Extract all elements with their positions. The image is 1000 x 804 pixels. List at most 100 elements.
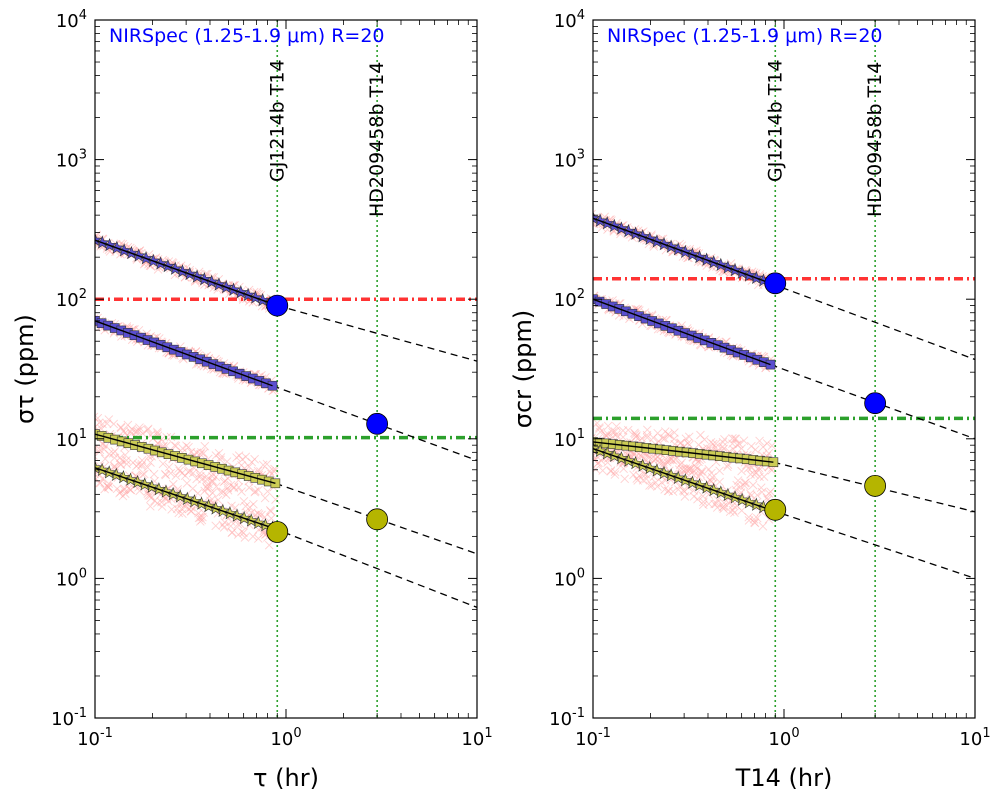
benchmark-point bbox=[864, 474, 887, 497]
fit-line bbox=[95, 239, 278, 307]
scatter-cross bbox=[647, 481, 657, 490]
scatter-cross bbox=[610, 467, 620, 477]
scatter-cross bbox=[149, 469, 159, 479]
scatter-cross bbox=[618, 432, 628, 442]
scatter-cross bbox=[759, 472, 769, 481]
scatter-cross bbox=[737, 444, 746, 453]
scatter-cross bbox=[262, 459, 272, 469]
scatter-cross bbox=[248, 532, 258, 541]
scatter-cross bbox=[686, 464, 695, 473]
scatter-cross bbox=[198, 512, 207, 522]
y-axis-label: στ (ppm) bbox=[11, 314, 39, 424]
scatter-cross bbox=[263, 487, 272, 496]
scatter-cross bbox=[630, 430, 640, 439]
scatter-cross bbox=[195, 469, 205, 478]
scatter-cross bbox=[746, 470, 755, 479]
panel-title: NIRSpec (1.25-1.9 μm) R=20 bbox=[607, 25, 883, 47]
scatter-cross bbox=[700, 435, 709, 444]
scatter-cross bbox=[762, 439, 772, 448]
scatter-cross bbox=[251, 486, 260, 496]
vline-label: HD209458b T14 bbox=[864, 62, 886, 217]
scatter-cross bbox=[603, 429, 613, 439]
scatter-cross bbox=[95, 230, 101, 240]
x-tick-label: 10-1 bbox=[77, 726, 113, 750]
scatter-cross bbox=[152, 427, 162, 437]
scatter-cross bbox=[696, 467, 706, 476]
scatter-cross bbox=[719, 502, 729, 511]
scatter-cross bbox=[171, 471, 181, 480]
scatter-cross bbox=[133, 426, 142, 436]
scatter-cross bbox=[710, 499, 719, 509]
scatter-cross bbox=[164, 462, 174, 472]
y-axis-label: σcr (ppm) bbox=[509, 310, 537, 428]
vline-label: GJ1214b T14 bbox=[266, 59, 288, 182]
scatter-cross bbox=[168, 479, 178, 489]
scatter-cross bbox=[634, 471, 644, 481]
scatter-cross bbox=[120, 484, 130, 494]
scatter-cross bbox=[264, 540, 274, 550]
scatter-cross bbox=[645, 481, 654, 490]
fit-line bbox=[593, 441, 774, 463]
star-marker bbox=[593, 441, 600, 455]
x-tick-label: 100 bbox=[768, 726, 799, 750]
scatter-cross bbox=[138, 470, 148, 480]
scatter-cross bbox=[665, 431, 675, 440]
scatter-cross bbox=[752, 490, 762, 500]
scatter-cross bbox=[750, 518, 760, 528]
scatter-cross bbox=[109, 419, 119, 429]
scatter-cross bbox=[711, 439, 721, 448]
scatter-cross bbox=[766, 487, 775, 497]
scatter-cross bbox=[745, 489, 755, 499]
scatter-cross bbox=[95, 451, 98, 460]
fit-line bbox=[95, 320, 273, 387]
scatter-cross bbox=[205, 483, 214, 492]
scatter-cross bbox=[161, 470, 171, 480]
y-tick-label: 102 bbox=[554, 287, 585, 311]
scatter-cross bbox=[254, 485, 263, 495]
panel-title: NIRSpec (1.25-1.9 μm) R=20 bbox=[109, 25, 385, 47]
scatter-cross bbox=[266, 514, 276, 523]
extrapolation-line bbox=[272, 527, 477, 608]
scatter-cross bbox=[689, 492, 699, 501]
scatter-cross bbox=[98, 474, 107, 484]
extrapolation-line bbox=[770, 282, 975, 361]
scatter-cross bbox=[755, 472, 764, 482]
scatter-cross bbox=[670, 428, 679, 437]
scatter-cross bbox=[747, 463, 757, 472]
scatter-cross bbox=[704, 464, 714, 474]
scatter-cross bbox=[127, 424, 137, 434]
right-panel: 10-1 100 101 10-1 100 101 102 103 104 NIRSpec (1.… bbox=[509, 8, 991, 792]
scatter-cross bbox=[767, 441, 777, 451]
scatter-cross bbox=[757, 487, 767, 497]
scatter-cross bbox=[752, 513, 762, 523]
scatter-cross bbox=[166, 432, 176, 442]
scatter-cross bbox=[651, 454, 661, 464]
scatter-cross bbox=[216, 487, 226, 497]
scatter-cross bbox=[140, 469, 149, 479]
scatter-cross bbox=[696, 469, 705, 479]
scatter-cross bbox=[109, 462, 119, 471]
scatter-cross bbox=[178, 443, 187, 453]
scatter-cross bbox=[170, 441, 179, 450]
x-axis-label: T14 (hr) bbox=[735, 764, 833, 792]
scatter-cross bbox=[120, 450, 130, 460]
scatter-cross bbox=[620, 474, 630, 484]
scatter-cross bbox=[755, 436, 764, 446]
scatter-cross bbox=[200, 441, 210, 451]
scatter-cross bbox=[240, 533, 250, 542]
fit-line bbox=[593, 217, 771, 284]
scatter-cross bbox=[250, 454, 259, 464]
scatter-cross bbox=[610, 427, 620, 436]
x-axis-label: τ (hr) bbox=[253, 764, 319, 792]
scatter-cross bbox=[266, 507, 276, 516]
scatter-cross bbox=[232, 453, 241, 462]
scatter-cross bbox=[175, 466, 184, 476]
scatter-cross bbox=[598, 466, 608, 475]
scatter-cross bbox=[110, 447, 120, 456]
scatter-cross bbox=[199, 448, 208, 458]
scatter-cross bbox=[104, 483, 113, 492]
scatter-cross bbox=[254, 510, 264, 519]
y-tick-label: 103 bbox=[56, 148, 87, 172]
y-tick-label: 104 bbox=[56, 8, 87, 32]
